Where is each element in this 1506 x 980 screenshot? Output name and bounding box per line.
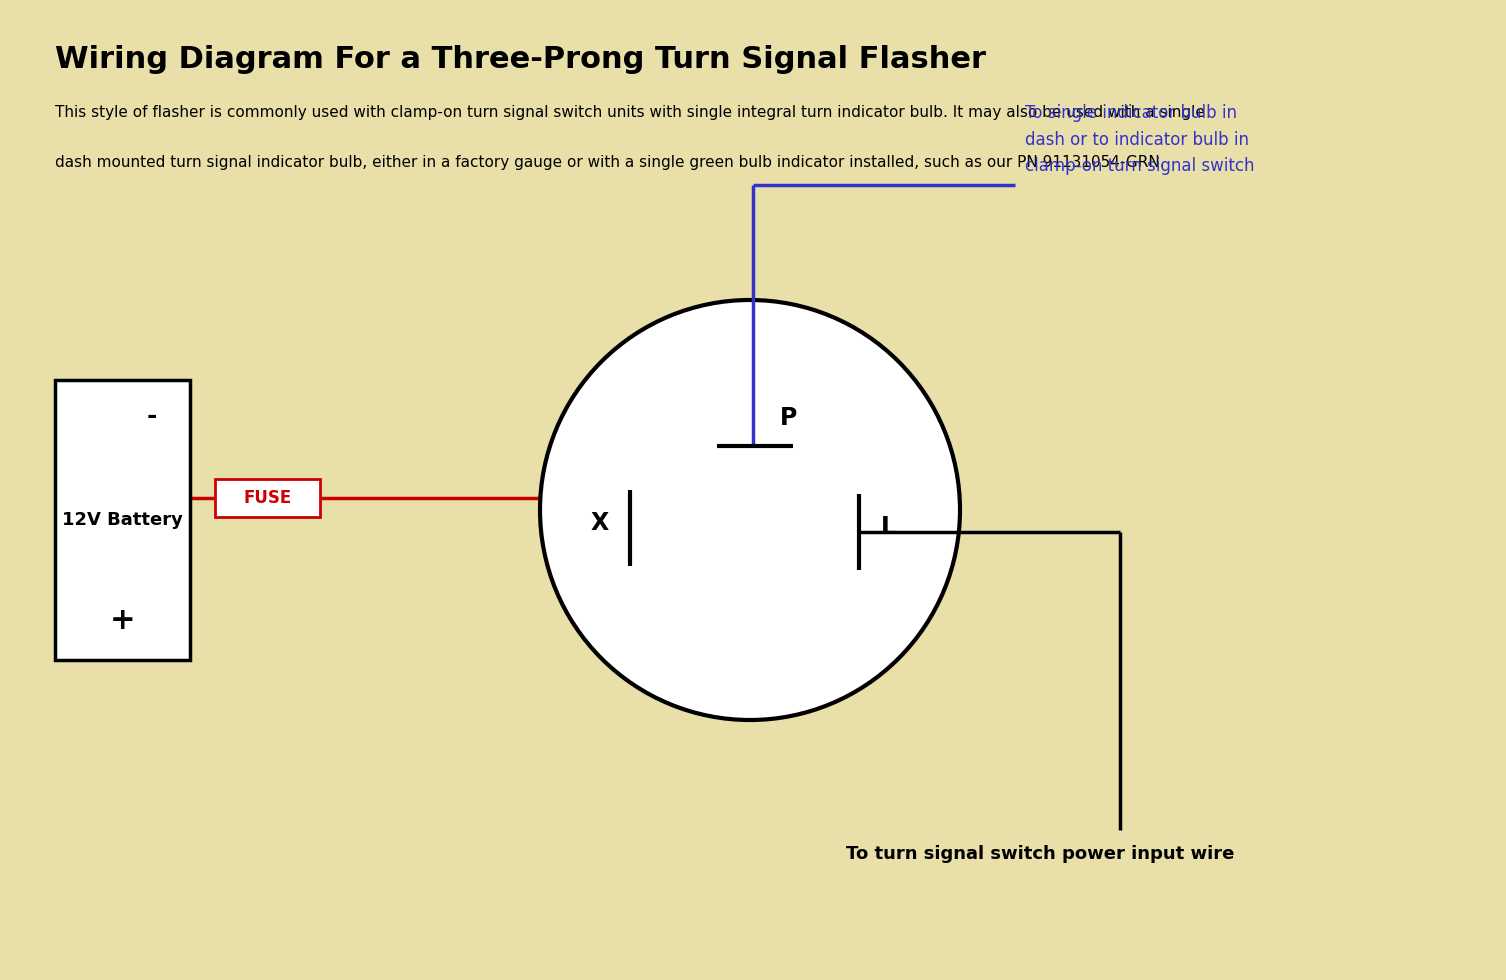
Circle shape [541, 300, 959, 720]
Text: FUSE: FUSE [244, 489, 292, 507]
Text: To turn signal switch power input wire: To turn signal switch power input wire [846, 845, 1235, 863]
FancyBboxPatch shape [56, 380, 190, 660]
Text: 12V Battery: 12V Battery [62, 511, 182, 529]
Text: To single indicator bulb in
dash or to indicator bulb in
clamp-on turn signal sw: To single indicator bulb in dash or to i… [1026, 104, 1254, 175]
Text: Wiring Diagram For a Three-Prong Turn Signal Flasher: Wiring Diagram For a Three-Prong Turn Si… [56, 45, 986, 74]
Text: +: + [110, 607, 136, 635]
Text: dash mounted turn signal indicator bulb, either in a factory gauge or with a sin: dash mounted turn signal indicator bulb,… [56, 155, 1164, 170]
Text: L: L [881, 515, 896, 539]
Text: This style of flasher is commonly used with clamp-on turn signal switch units wi: This style of flasher is commonly used w… [56, 105, 1205, 120]
Text: X: X [590, 511, 608, 535]
FancyBboxPatch shape [215, 479, 319, 517]
Text: -: - [148, 405, 158, 428]
Text: P: P [780, 406, 797, 430]
